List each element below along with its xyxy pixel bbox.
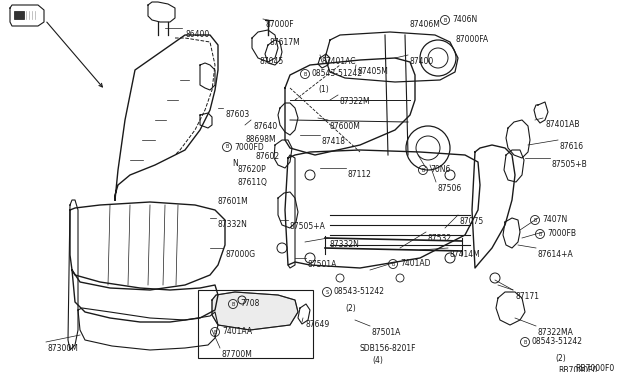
- Text: 87000F: 87000F: [265, 20, 294, 29]
- Text: 87406M: 87406M: [410, 20, 441, 29]
- Text: B: B: [391, 262, 395, 266]
- Text: S: S: [325, 289, 328, 295]
- Text: B: B: [524, 340, 527, 344]
- Text: B: B: [303, 71, 307, 77]
- Text: 88698M: 88698M: [245, 135, 276, 144]
- Text: 87332N: 87332N: [330, 240, 360, 249]
- Text: 08543-51242: 08543-51242: [334, 288, 385, 296]
- Text: 87075: 87075: [460, 217, 484, 226]
- Text: 87600M: 87600M: [330, 122, 361, 131]
- Text: 87614+A: 87614+A: [538, 250, 573, 259]
- Polygon shape: [212, 292, 298, 330]
- Text: (4): (4): [372, 356, 383, 365]
- Text: 7708: 7708: [240, 299, 259, 308]
- Text: 87171: 87171: [515, 292, 539, 301]
- Text: RB7000F0: RB7000F0: [558, 366, 597, 372]
- Text: 87505+A: 87505+A: [290, 222, 326, 231]
- Text: 7000FB: 7000FB: [547, 230, 576, 238]
- Text: 87700M: 87700M: [222, 350, 253, 359]
- Text: B: B: [231, 301, 235, 307]
- Text: 87501A: 87501A: [308, 260, 337, 269]
- Text: 87300M: 87300M: [48, 344, 79, 353]
- Text: 87501A: 87501A: [372, 328, 401, 337]
- Text: B: B: [225, 144, 228, 150]
- Text: 87602: 87602: [255, 152, 279, 161]
- Text: N: N: [232, 159, 237, 168]
- Text: 87601M: 87601M: [218, 197, 249, 206]
- Text: SDB156-8201F: SDB156-8201F: [360, 344, 417, 353]
- Text: 87401AB: 87401AB: [545, 120, 579, 129]
- Text: 7000FD: 7000FD: [234, 142, 264, 151]
- Text: 87649: 87649: [305, 320, 329, 329]
- Text: 87000FA: 87000FA: [455, 35, 488, 44]
- Text: 7406N: 7406N: [452, 16, 477, 25]
- Text: B: B: [444, 17, 447, 22]
- Text: 87418: 87418: [322, 137, 346, 146]
- Text: 87640: 87640: [253, 122, 277, 131]
- Text: 87414M: 87414M: [450, 250, 481, 259]
- Text: 87045: 87045: [260, 57, 284, 66]
- Text: 87505+B: 87505+B: [552, 160, 588, 169]
- Text: 70N6: 70N6: [430, 166, 451, 174]
- Text: 87322M: 87322M: [340, 97, 371, 106]
- Text: 08543-51242: 08543-51242: [532, 337, 583, 346]
- Bar: [198, 290, 313, 358]
- Text: 87616: 87616: [560, 142, 584, 151]
- Text: (2): (2): [345, 304, 356, 313]
- Text: 08543-51242: 08543-51242: [312, 70, 363, 78]
- Text: 87611Q: 87611Q: [238, 178, 268, 187]
- Text: 86400: 86400: [185, 30, 209, 39]
- Text: 87532: 87532: [428, 234, 452, 243]
- Text: (1): (1): [318, 85, 329, 94]
- Text: 87405M: 87405M: [358, 67, 389, 76]
- Text: 7407N: 7407N: [542, 215, 567, 224]
- Text: 87401AC: 87401AC: [322, 57, 356, 66]
- Text: 87506: 87506: [438, 184, 462, 193]
- Text: B: B: [213, 330, 217, 334]
- Text: RB7000F0: RB7000F0: [575, 364, 614, 372]
- Text: 7401AA: 7401AA: [222, 327, 252, 337]
- Text: B: B: [538, 231, 541, 237]
- Text: 87000G: 87000G: [225, 250, 255, 259]
- Text: 87603: 87603: [225, 110, 249, 119]
- Text: B: B: [533, 218, 537, 222]
- Text: 87322MA: 87322MA: [538, 328, 574, 337]
- Text: 7401AD: 7401AD: [400, 260, 431, 269]
- Text: 87617M: 87617M: [270, 38, 301, 47]
- Text: 87112: 87112: [348, 170, 372, 179]
- Text: 87620P: 87620P: [238, 165, 267, 174]
- Text: 87400: 87400: [410, 57, 435, 66]
- Text: B: B: [421, 167, 425, 173]
- Text: (2): (2): [555, 354, 566, 363]
- Text: 87332N: 87332N: [218, 220, 248, 229]
- Bar: [14, 11, 24, 19]
